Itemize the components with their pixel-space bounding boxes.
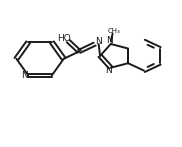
Text: N: N <box>105 66 112 75</box>
Text: N: N <box>95 37 102 46</box>
Text: CH₃: CH₃ <box>107 28 120 34</box>
Text: HO: HO <box>57 34 71 44</box>
Text: N: N <box>106 36 113 45</box>
Text: N: N <box>21 71 28 80</box>
